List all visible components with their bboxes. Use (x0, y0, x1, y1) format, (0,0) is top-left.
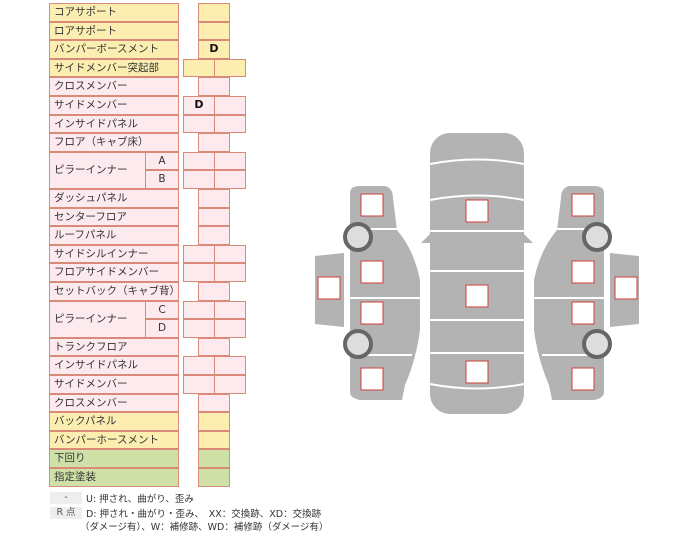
row-label: コアサポート (49, 3, 179, 22)
car-top-body (430, 133, 524, 414)
legend-key-minus: - (50, 492, 82, 504)
mark-box[interactable] (571, 367, 595, 391)
status-cell[interactable] (198, 430, 230, 450)
row-label: フロア（キャブ床） (49, 133, 179, 152)
status-cell[interactable] (198, 133, 230, 152)
status-cell[interactable] (198, 77, 230, 96)
mark-box[interactable] (360, 301, 384, 325)
row-label: ロアサポート (49, 21, 179, 41)
row-label: ルーフパネル (49, 226, 179, 245)
status-cell-right[interactable] (214, 263, 246, 282)
mark-box[interactable] (465, 199, 489, 223)
status-cell[interactable] (198, 207, 230, 227)
row-sublabel: B (145, 170, 179, 189)
mark-box[interactable] (360, 193, 384, 217)
status-cell[interactable] (198, 412, 230, 431)
row-label: インサイドパネル (49, 356, 179, 375)
mark-box[interactable] (465, 360, 489, 384)
row-sublabel: C (145, 300, 179, 320)
status-cell[interactable] (198, 449, 230, 468)
legend-text-u: U: 押され、曲がり、歪み (86, 494, 194, 505)
status-cell[interactable] (198, 3, 230, 22)
status-cell-right[interactable] (214, 114, 246, 134)
wheel-icon (582, 222, 612, 252)
row-label: バックパネル (49, 412, 179, 431)
row-sublabel: D (145, 319, 179, 338)
row-label: インサイドパネル (49, 114, 179, 134)
row-label: サイドシルインナー (49, 244, 179, 264)
car-top-mirror-left (421, 234, 430, 243)
status-cell-right[interactable] (214, 319, 246, 338)
row-label: 指定塗装 (49, 468, 179, 487)
row-label: フロアサイドメンバー (49, 263, 179, 282)
status-cell-right[interactable] (214, 58, 246, 78)
mark-box[interactable] (360, 260, 384, 284)
status-cell-right[interactable] (214, 151, 246, 171)
status-cell[interactable] (198, 189, 230, 208)
status-cell[interactable] (198, 393, 230, 413)
status-cell[interactable] (198, 282, 230, 301)
mark-box[interactable] (571, 301, 595, 325)
row-label: セットバック（キャブ背） (49, 282, 180, 301)
status-cell-right[interactable] (214, 170, 246, 189)
row-label: バンパーボースメント (49, 40, 179, 59)
status-cell-right[interactable] (214, 375, 246, 394)
status-cell[interactable] (198, 21, 230, 41)
mark-box[interactable] (571, 260, 595, 284)
mark-box[interactable] (614, 276, 638, 300)
row-label: ダッシュパネル (49, 189, 179, 208)
mark-box[interactable] (360, 367, 384, 391)
row-label: サイドメンバー (49, 96, 179, 115)
row-label: クロスメンバー (49, 77, 179, 96)
status-cell[interactable] (198, 226, 230, 245)
legend-text-w: （ダメージ有）、W：補修跡、WD：補修跡（ダメージ有） (80, 522, 329, 533)
legend-key-r: R 点 (50, 507, 82, 519)
wheel-icon (343, 329, 373, 359)
car-top-mirror-right (524, 234, 533, 243)
row-label: 下回り (49, 449, 179, 468)
legend-text-d: D: 押され・曲がり・歪み、 XX：交換跡、XD：交換跡 (86, 509, 322, 520)
status-cell[interactable] (198, 468, 230, 487)
row-label: トランクフロア (49, 337, 179, 357)
mark-box[interactable] (317, 276, 341, 300)
row-label: センターフロア (49, 207, 179, 227)
wheel-icon (582, 329, 612, 359)
status-cell-right[interactable] (214, 300, 246, 320)
row-label: サイドメンバー (49, 375, 179, 394)
status-cell-right[interactable] (214, 96, 246, 115)
mark-box[interactable] (465, 284, 489, 308)
wheel-icon (343, 222, 373, 252)
status-cell[interactable] (198, 337, 230, 357)
mark-box[interactable] (571, 193, 595, 217)
status-cell-right[interactable] (214, 356, 246, 375)
row-label: クロスメンバー (49, 393, 179, 413)
row-label: サイドメンバー突起部 (49, 58, 179, 78)
row-label: バンパーホースメント (49, 430, 179, 450)
status-cell[interactable]: D (198, 40, 230, 59)
status-cell-right[interactable] (214, 244, 246, 264)
row-sublabel: A (145, 151, 179, 171)
